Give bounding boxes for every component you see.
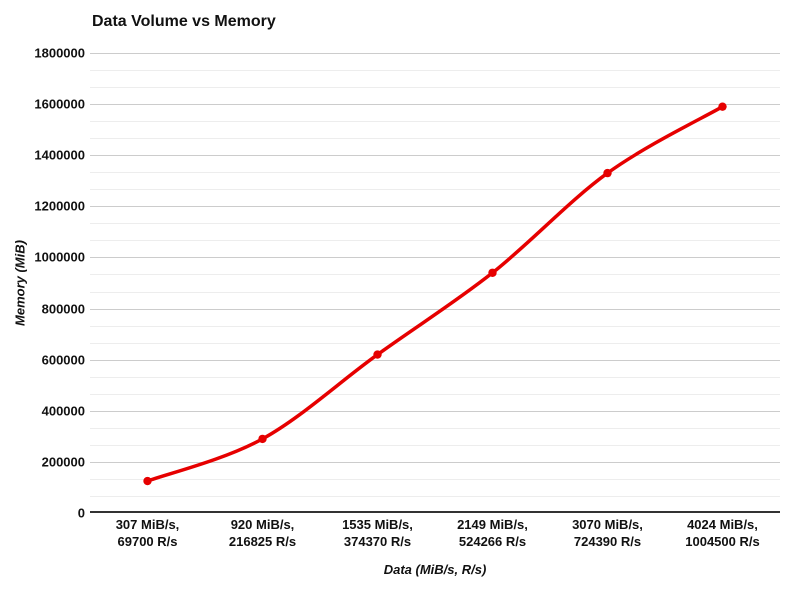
minor-gridline: [90, 326, 780, 327]
y-tick-label: 200000: [41, 454, 85, 470]
minor-gridline: [90, 479, 780, 480]
major-gridline: [90, 206, 780, 207]
minor-gridline: [90, 138, 780, 139]
x-tick-label: 3070 MiB/s, 724390 R/s: [572, 517, 643, 549]
x-tick-label: 4024 MiB/s, 1004500 R/s: [685, 517, 760, 549]
data-point-marker: [373, 350, 382, 359]
y-tick-label: 1000000: [34, 249, 85, 265]
x-axis-title: Data (MiB/s, R/s): [383, 562, 487, 577]
series-line: [145, 104, 725, 483]
data-point-marker: [603, 168, 612, 178]
y-tick-label: 0: [77, 505, 85, 521]
major-gridline: [90, 360, 780, 361]
data-point-marker: [488, 268, 497, 277]
minor-gridline: [90, 496, 780, 497]
minor-gridline: [90, 428, 780, 429]
minor-gridline: [90, 70, 780, 71]
y-tick-label: 1200000: [34, 198, 85, 214]
minor-gridline: [90, 377, 780, 378]
minor-gridline: [90, 87, 780, 88]
y-tick-label: 1400000: [34, 147, 85, 163]
minor-gridline: [90, 121, 780, 122]
minor-gridline: [90, 292, 780, 293]
minor-gridline: [90, 172, 780, 173]
minor-gridline: [90, 394, 780, 395]
data-point-marker: [718, 102, 727, 111]
y-tick-label: 600000: [41, 352, 85, 368]
x-tick-label: 2149 MiB/s, 524266 R/s: [457, 517, 528, 549]
major-gridline: [90, 53, 780, 54]
series-layer: [143, 102, 727, 486]
minor-gridline: [90, 223, 780, 224]
major-gridline: [90, 257, 780, 258]
data-point-marker: [143, 476, 152, 486]
y-tick-label: 1800000: [34, 45, 85, 61]
major-gridline: [90, 462, 780, 463]
x-axis-line: [90, 511, 780, 513]
major-gridline: [90, 104, 780, 105]
major-gridline: [90, 155, 780, 156]
x-tick-label: 307 MiB/s, 69700 R/s: [115, 517, 180, 549]
major-gridline: [90, 411, 780, 412]
minor-gridline: [90, 189, 780, 190]
plot-area: [90, 53, 780, 513]
minor-gridline: [90, 240, 780, 241]
minor-gridline: [90, 274, 780, 275]
y-tick-label: 800000: [41, 301, 85, 317]
x-tick-label: 1535 MiB/s, 374370 R/s: [342, 517, 413, 549]
data-point-marker: [258, 434, 267, 444]
x-tick-label: 920 MiB/s, 216825 R/s: [228, 517, 297, 549]
y-tick-label: 400000: [41, 403, 85, 419]
y-tick-label: 1600000: [34, 96, 85, 112]
chart-title: Data Volume vs Memory: [92, 13, 276, 30]
minor-gridline: [90, 445, 780, 446]
major-gridline: [90, 309, 780, 310]
minor-gridline: [90, 343, 780, 344]
